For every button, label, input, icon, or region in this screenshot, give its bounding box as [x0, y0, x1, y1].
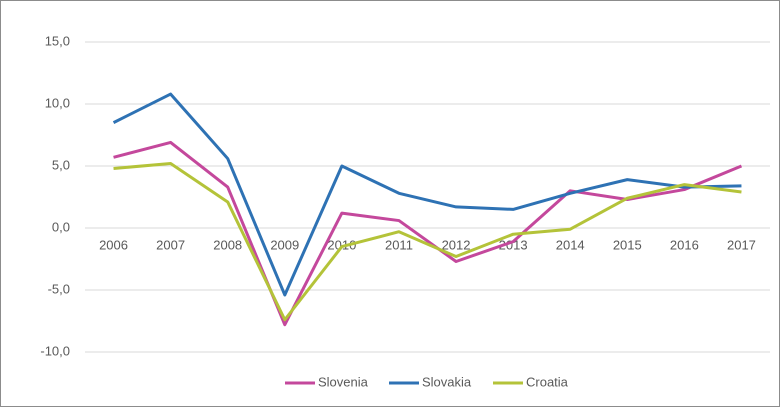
x-tick-label: 2012 [442, 237, 471, 252]
x-tick-label: 2009 [270, 237, 299, 252]
x-tick-label: 2007 [156, 237, 185, 252]
legend-label: Croatia [526, 374, 569, 389]
x-tick-label: 2014 [556, 237, 585, 252]
x-tick-label: 2010 [327, 237, 356, 252]
x-tick-label: 2016 [670, 237, 699, 252]
y-tick-label: 5,0 [52, 157, 70, 172]
x-tick-label: 2013 [499, 237, 528, 252]
y-tick-label: -5,0 [48, 281, 70, 296]
y-tick-label: 0,0 [52, 219, 70, 234]
x-tick-label: 2008 [213, 237, 242, 252]
series-line [112, 92, 742, 297]
series-line [113, 162, 742, 322]
x-tick-label: 2006 [99, 237, 128, 252]
x-tick-label: 2011 [385, 237, 413, 252]
x-tick-label: 2015 [613, 237, 642, 252]
legend-label: Slovenia [318, 374, 369, 389]
y-tick-label: -10,0 [40, 343, 70, 358]
x-tick-label: 2017 [727, 237, 756, 252]
legend-label: Slovakia [422, 374, 472, 389]
series-line [113, 140, 743, 327]
y-tick-label: 15,0 [45, 33, 70, 48]
y-tick-label: 10,0 [45, 95, 70, 110]
